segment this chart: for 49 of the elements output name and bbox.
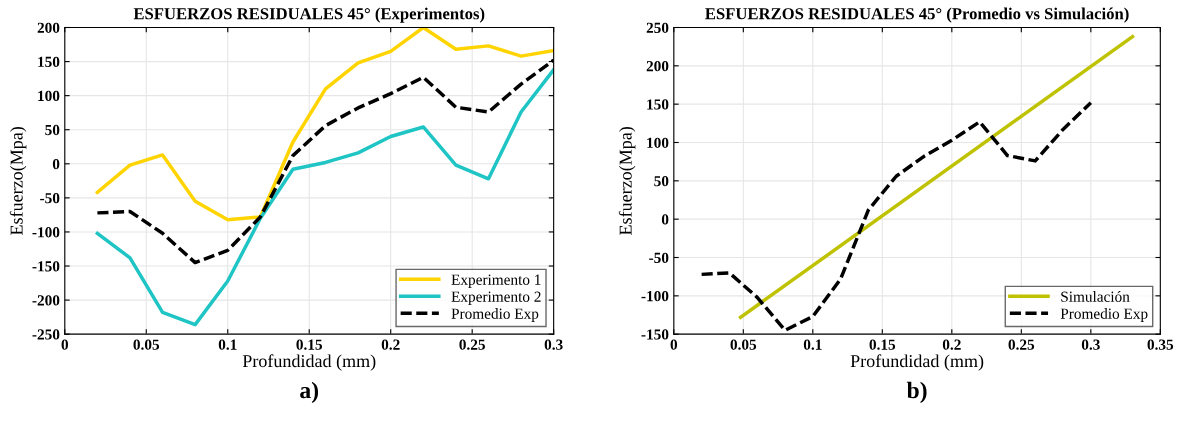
line-series bbox=[95, 27, 554, 222]
x-tick-label: 0 bbox=[61, 339, 69, 350]
x-tick-label: 0.05 bbox=[133, 339, 160, 350]
x-tick-label: 0.05 bbox=[730, 339, 757, 350]
x-tick-label: 0.1 bbox=[218, 339, 237, 350]
y-tick-label: -200 bbox=[32, 295, 60, 306]
legend-label: Experimento 1 bbox=[451, 274, 541, 288]
line-series bbox=[95, 68, 554, 327]
x-tick-label: 0.3 bbox=[544, 339, 563, 350]
legend-label: Promedio Exp bbox=[451, 308, 539, 322]
y-tick-label: -250 bbox=[32, 329, 60, 340]
x-tick-label: 0 bbox=[670, 339, 678, 350]
y-tick-label: -50 bbox=[649, 252, 669, 263]
y-tick-label: 200 bbox=[646, 60, 669, 72]
y-tick-label: 150 bbox=[647, 99, 669, 110]
x-axis-title: Profundidad (mm) bbox=[242, 354, 376, 371]
text: a) bbox=[300, 381, 319, 404]
legend-label: Promedio Exp bbox=[1060, 308, 1148, 322]
y-tick-label: 150 bbox=[38, 56, 60, 68]
legend-label: Experimento 2 bbox=[451, 291, 541, 305]
y-tick-label: 50 bbox=[45, 124, 60, 136]
x-tick-label: 0.2 bbox=[942, 339, 961, 350]
x-tick-label: 0.25 bbox=[459, 339, 485, 350]
chart-title: ESFUERZOS RESIDUALES 45° (Promedio vs Simulación) bbox=[705, 7, 1129, 23]
y-tick-label: -100 bbox=[641, 290, 669, 302]
x-tick-label: 0.3 bbox=[1081, 339, 1100, 350]
y-axis-title: Esfuerzo(Mpa) bbox=[618, 126, 636, 235]
x-axis-title: Profundidad (mm) bbox=[850, 354, 984, 371]
chart-title: ESFUERZOS RESIDUALES 45° (Experimentos) bbox=[133, 7, 485, 23]
x-tick-label: 0.15 bbox=[869, 339, 896, 350]
y-tick-label: 100 bbox=[647, 137, 669, 148]
y-tick-label: 100 bbox=[38, 90, 60, 102]
legend-label: Simulación bbox=[1061, 291, 1130, 302]
y-tick-label: -150 bbox=[641, 329, 669, 340]
y-tick-label: 0 bbox=[661, 214, 669, 225]
x-tick-label: 0.15 bbox=[296, 339, 323, 350]
y-tick-label: 250 bbox=[646, 22, 669, 33]
y-tick-label: -150 bbox=[32, 261, 60, 272]
x-tick-label: 0.1 bbox=[803, 339, 822, 350]
y-tick-label: 200 bbox=[37, 22, 60, 33]
x-tick-label: 0.35 bbox=[1147, 339, 1174, 350]
y-tick-label: -100 bbox=[32, 227, 60, 238]
y-axis-title: Esfuerzo(Mpa) bbox=[9, 126, 27, 235]
text: b) bbox=[906, 381, 927, 404]
y-tick-label: -50 bbox=[40, 193, 60, 204]
y-tick-label: 50 bbox=[654, 175, 669, 187]
y-tick-label: 0 bbox=[52, 158, 60, 170]
x-tick-label: 0.25 bbox=[1008, 339, 1035, 350]
x-tick-label: 0.2 bbox=[381, 339, 400, 350]
